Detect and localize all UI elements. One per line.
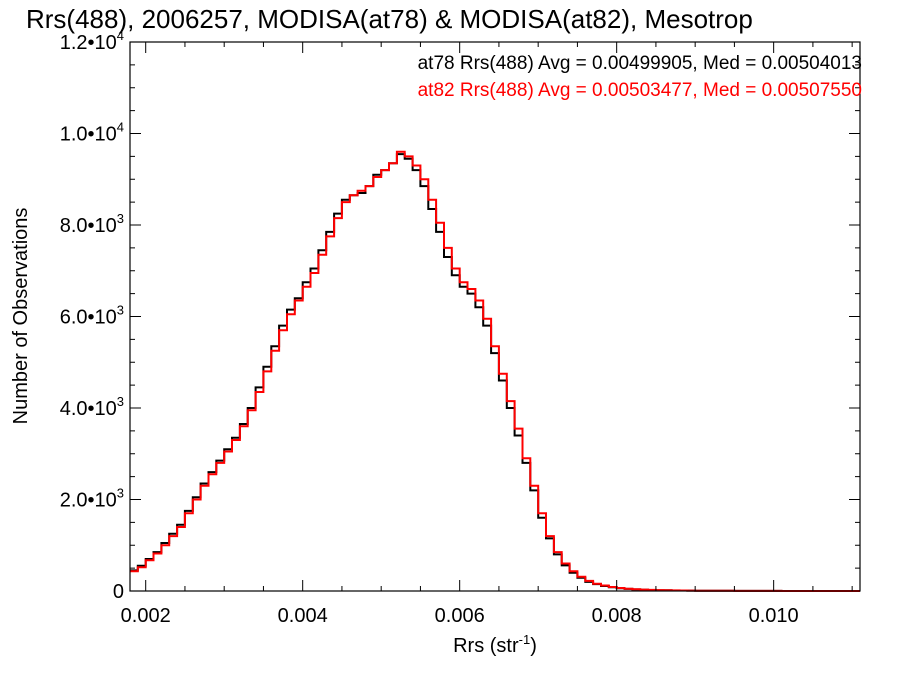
x-axis-ticks: 0.002 0.004 0.006 0.008 0.010 xyxy=(121,42,853,627)
y-tick-label: 8.0•103 xyxy=(60,211,124,237)
legend-annotations: at78 Rrs(488) Avg = 0.00499905, Med = 0.… xyxy=(418,53,862,101)
x-axis-label-main: Rrs (str xyxy=(453,635,519,657)
x-tick-label: 0.008 xyxy=(592,605,642,627)
x-axis-label: Rrs (str-1) xyxy=(453,632,537,657)
y-tick-label: 4.0•103 xyxy=(60,394,124,420)
x-tick-label: 0.006 xyxy=(435,605,485,627)
y-tick-label: 1.2•104 xyxy=(60,28,124,54)
y-axis-ticks: 0 2.0•103 4.0•103 6.0•103 8.0•103 1.0•104 1.2•… xyxy=(60,28,860,603)
y-tick-label: 1.0•104 xyxy=(60,120,124,146)
x-tick-label: 0.002 xyxy=(121,605,171,627)
x-axis-label-superscript: -1 xyxy=(519,632,531,647)
y-tick-label: 0 xyxy=(113,581,124,603)
x-axis-label-close: ) xyxy=(530,635,537,657)
x-tick-label: 0.010 xyxy=(749,605,799,627)
x-tick-label: 0.004 xyxy=(278,605,328,627)
legend-text-2: at82 Rrs(488) Avg = 0.00503477, Med = 0.… xyxy=(418,80,862,101)
chart-title: Rrs(488), 2006257, MODISA(at78) & MODISA… xyxy=(26,4,753,34)
y-tick-label: 6.0•103 xyxy=(60,303,124,329)
y-axis-label: Number of Observations xyxy=(10,208,32,425)
legend-text-1: at78 Rrs(488) Avg = 0.00499905, Med = 0.… xyxy=(418,53,862,74)
y-tick-label: 2.0•103 xyxy=(60,486,124,512)
